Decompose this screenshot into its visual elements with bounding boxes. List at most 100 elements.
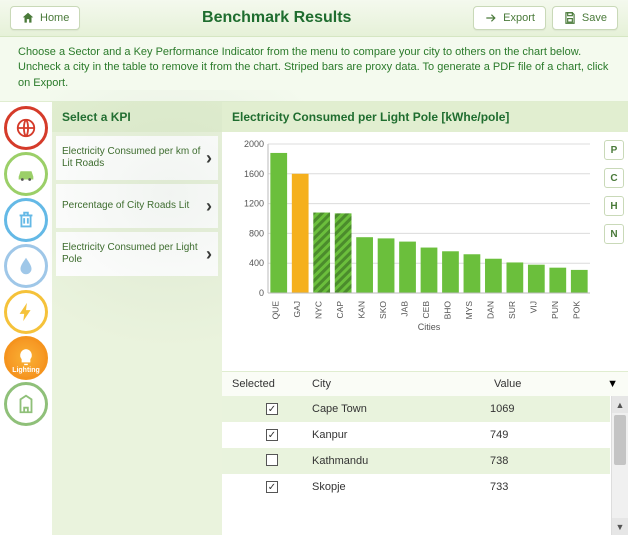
energy-icon bbox=[15, 301, 37, 323]
kpi-header: Select a KPI bbox=[52, 102, 222, 132]
export-button[interactable]: Export bbox=[473, 6, 546, 30]
svg-text:PUN: PUN bbox=[550, 301, 560, 319]
svg-text:400: 400 bbox=[249, 258, 264, 268]
col-city: City bbox=[312, 378, 494, 390]
chart-body: 0 400 800 1200 1600 2000 QUE GAJ NYC CAP KAN SKO JAB… bbox=[222, 132, 628, 371]
chart-control-p[interactable]: P bbox=[604, 140, 624, 160]
svg-text:1600: 1600 bbox=[244, 169, 264, 179]
chevron-right-icon: › bbox=[206, 148, 212, 169]
home-button[interactable]: Home bbox=[10, 6, 80, 30]
sector-energy[interactable] bbox=[4, 290, 48, 334]
row-value: 749 bbox=[490, 429, 600, 441]
sector-rail: Lighting bbox=[0, 102, 52, 535]
svg-text:NYC: NYC bbox=[314, 301, 324, 319]
trash-icon bbox=[15, 209, 37, 231]
row-value: 738 bbox=[490, 455, 600, 467]
sector-car[interactable] bbox=[4, 152, 48, 196]
svg-text:0: 0 bbox=[259, 288, 264, 298]
kpi-panel: Select a KPI Electricity Consumed per km… bbox=[52, 102, 222, 535]
svg-text:KAN: KAN bbox=[357, 301, 367, 318]
row-city: Kathmandu bbox=[312, 455, 490, 467]
home-label: Home bbox=[40, 12, 69, 24]
sector-label: Lighting bbox=[12, 367, 40, 374]
arrow-right-icon bbox=[484, 11, 498, 25]
row-checkbox[interactable]: ✓ bbox=[266, 481, 278, 493]
page-title: Benchmark Results bbox=[80, 9, 473, 27]
svg-text:800: 800 bbox=[249, 229, 264, 239]
kpi-list: Electricity Consumed per km of Lit Roads… bbox=[52, 132, 222, 276]
svg-text:BHO: BHO bbox=[442, 301, 452, 320]
svg-text:VIJ: VIJ bbox=[528, 301, 538, 313]
kpi-item-0[interactable]: Electricity Consumed per km of Lit Roads… bbox=[56, 136, 218, 180]
table-row[interactable]: ✓ Kanpur749 bbox=[222, 422, 610, 448]
scroll-up-button[interactable]: ▲ bbox=[612, 396, 628, 413]
svg-text:POK: POK bbox=[571, 301, 581, 319]
sort-indicator[interactable]: ▼ bbox=[604, 378, 618, 390]
row-checkbox[interactable]: ✓ bbox=[266, 403, 278, 415]
instructions-text: Choose a Sector and a Key Performance In… bbox=[0, 37, 628, 102]
svg-text:GAJ: GAJ bbox=[292, 301, 302, 318]
chart-title: Electricity Consumed per Light Pole [kWh… bbox=[222, 102, 628, 132]
row-checkbox[interactable]: ✓ bbox=[266, 429, 278, 441]
scroll-thumb[interactable] bbox=[614, 415, 626, 465]
scrollbar[interactable]: ▲ ▼ bbox=[611, 396, 628, 535]
bar-chart: 0 400 800 1200 1600 2000 QUE GAJ NYC CAP KAN SKO JAB… bbox=[230, 138, 598, 333]
data-table: Selected City Value ▼ ✓ Cape Town1069 ✓ Kan… bbox=[222, 371, 628, 535]
top-right-buttons: Export Save bbox=[473, 6, 618, 30]
save-icon bbox=[563, 11, 577, 25]
lighting-icon bbox=[15, 347, 37, 369]
svg-text:CEB: CEB bbox=[421, 301, 431, 319]
svg-text:SUR: SUR bbox=[507, 301, 517, 319]
save-label: Save bbox=[582, 12, 607, 24]
table-row[interactable]: ✓ Cape Town1069 bbox=[222, 396, 610, 422]
globe-icon bbox=[15, 117, 37, 139]
chart-control-c[interactable]: C bbox=[604, 168, 624, 188]
kpi-item-1[interactable]: Percentage of City Roads Lit› bbox=[56, 184, 218, 228]
home-icon bbox=[21, 11, 35, 25]
kpi-item-label: Electricity Consumed per Light Pole bbox=[62, 242, 206, 266]
svg-text:DAN: DAN bbox=[485, 301, 495, 319]
table-row[interactable]: Kathmandu738 bbox=[222, 448, 610, 474]
row-value: 733 bbox=[490, 481, 600, 493]
water-icon bbox=[15, 255, 37, 277]
kpi-item-label: Electricity Consumed per km of Lit Roads bbox=[62, 146, 206, 170]
kpi-item-2[interactable]: Electricity Consumed per Light Pole› bbox=[56, 232, 218, 276]
scroll-down-button[interactable]: ▼ bbox=[612, 518, 628, 535]
chart-area: Electricity Consumed per Light Pole [kWh… bbox=[222, 102, 628, 535]
export-label: Export bbox=[503, 12, 535, 24]
main-area: Lighting Select a KPI Electricity Consum… bbox=[0, 102, 628, 535]
sector-building[interactable] bbox=[4, 382, 48, 426]
svg-text:2000: 2000 bbox=[244, 139, 264, 149]
svg-text:Cities: Cities bbox=[418, 322, 441, 332]
svg-text:JAB: JAB bbox=[400, 301, 410, 317]
top-bar: Home Benchmark Results Export Save bbox=[0, 0, 628, 37]
row-value: 1069 bbox=[490, 403, 600, 415]
chevron-right-icon: › bbox=[206, 244, 212, 265]
save-button[interactable]: Save bbox=[552, 6, 618, 30]
svg-text:SKO: SKO bbox=[378, 301, 388, 319]
row-city: Kanpur bbox=[312, 429, 490, 441]
sector-lighting[interactable]: Lighting bbox=[4, 336, 48, 380]
building-icon bbox=[15, 393, 37, 415]
chart-control-h[interactable]: H bbox=[604, 196, 624, 216]
chevron-right-icon: › bbox=[206, 196, 212, 217]
chart-control-n[interactable]: N bbox=[604, 224, 624, 244]
table-row[interactable]: ✓ Skopje733 bbox=[222, 474, 610, 500]
table-body-outer: ✓ Cape Town1069 ✓ Kanpur749 Kathmandu738 ✓ Sko… bbox=[222, 396, 628, 535]
car-icon bbox=[15, 163, 37, 185]
col-selected: Selected bbox=[232, 378, 312, 390]
table-body: ✓ Cape Town1069 ✓ Kanpur749 Kathmandu738 ✓ Sko… bbox=[222, 396, 610, 535]
kpi-item-label: Percentage of City Roads Lit bbox=[62, 200, 206, 212]
sector-water[interactable] bbox=[4, 244, 48, 288]
svg-text:QUE: QUE bbox=[271, 301, 281, 320]
table-header: Selected City Value ▼ bbox=[222, 372, 628, 396]
chart-side-controls: PCHN bbox=[604, 140, 624, 244]
svg-text:1200: 1200 bbox=[244, 199, 264, 209]
svg-text:CAP: CAP bbox=[335, 301, 345, 319]
row-city: Skopje bbox=[312, 481, 490, 493]
sector-globe[interactable] bbox=[4, 106, 48, 150]
row-city: Cape Town bbox=[312, 403, 490, 415]
scroll-track[interactable] bbox=[612, 413, 628, 518]
row-checkbox[interactable] bbox=[266, 454, 278, 466]
sector-trash[interactable] bbox=[4, 198, 48, 242]
